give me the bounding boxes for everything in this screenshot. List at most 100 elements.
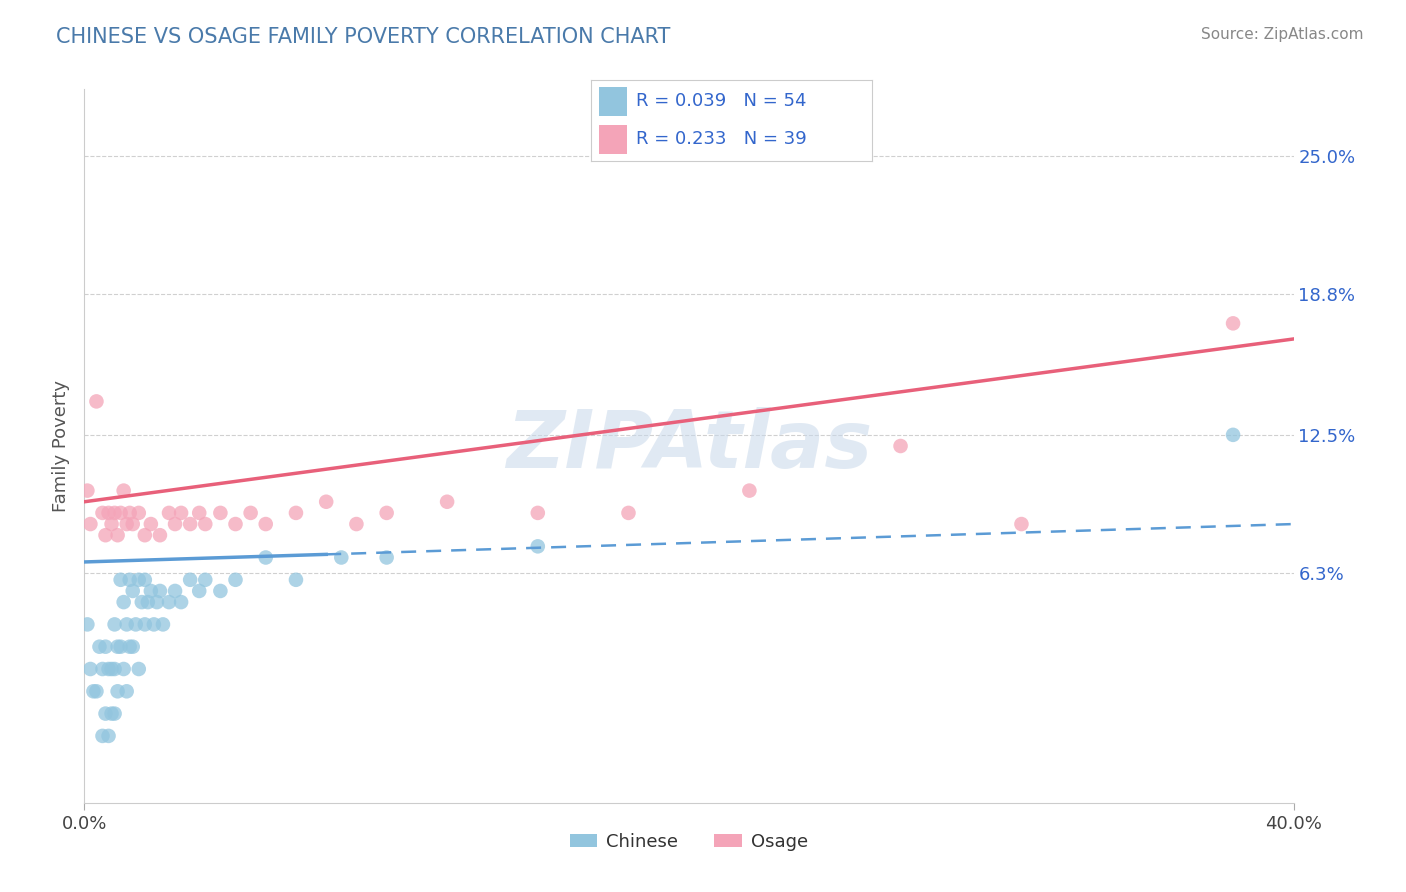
Point	[179, 516, 201, 531]
Point	[121, 583, 143, 598]
Point	[134, 573, 156, 587]
Point	[134, 528, 156, 542]
Point	[136, 595, 159, 609]
Y-axis label: Family Poverty: Family Poverty	[52, 380, 70, 512]
Point	[170, 506, 193, 520]
Point	[315, 494, 337, 508]
Point	[91, 506, 114, 520]
Point	[134, 617, 156, 632]
Point	[346, 516, 368, 531]
Point	[157, 595, 180, 609]
Point	[112, 595, 135, 609]
Point	[76, 617, 98, 632]
Point	[118, 573, 141, 587]
Point	[330, 550, 353, 565]
Point	[94, 640, 117, 654]
Point	[76, 483, 98, 498]
Point	[125, 617, 148, 632]
Point	[112, 662, 135, 676]
Point	[194, 573, 217, 587]
Point	[104, 506, 127, 520]
Point	[254, 550, 277, 565]
Point	[436, 494, 458, 508]
Point	[91, 662, 114, 676]
Point	[86, 394, 108, 409]
Point	[128, 662, 150, 676]
Point	[188, 583, 211, 598]
Point	[79, 516, 101, 531]
Point	[82, 684, 104, 698]
Point	[128, 506, 150, 520]
Point	[890, 439, 912, 453]
Point	[188, 506, 211, 520]
Point	[110, 506, 132, 520]
Point	[1222, 316, 1244, 330]
Point	[100, 662, 122, 676]
Point	[738, 483, 761, 498]
Point	[100, 516, 122, 531]
Text: R = 0.233   N = 39: R = 0.233 N = 39	[636, 130, 806, 148]
Point	[131, 595, 153, 609]
Point	[121, 640, 143, 654]
Point	[115, 684, 138, 698]
Point	[165, 583, 187, 598]
Point	[139, 583, 162, 598]
Point	[115, 516, 138, 531]
Legend: Chinese, Osage: Chinese, Osage	[562, 826, 815, 858]
Point	[225, 516, 247, 531]
Point	[142, 617, 165, 632]
Point	[104, 662, 127, 676]
Point	[100, 706, 122, 721]
Point	[375, 550, 398, 565]
Point	[91, 729, 114, 743]
Point	[107, 528, 129, 542]
Point	[149, 583, 172, 598]
Point	[128, 573, 150, 587]
Point	[107, 640, 129, 654]
Point	[1011, 516, 1033, 531]
Point	[254, 516, 277, 531]
Point	[225, 573, 247, 587]
Point	[79, 662, 101, 676]
Point	[527, 506, 550, 520]
Point	[146, 595, 169, 609]
Point	[112, 483, 135, 498]
Point	[209, 506, 232, 520]
Point	[89, 640, 111, 654]
Point	[97, 506, 120, 520]
Point	[94, 706, 117, 721]
Point	[118, 640, 141, 654]
Point	[179, 573, 201, 587]
Point	[152, 617, 174, 632]
Point	[285, 573, 308, 587]
Point	[209, 583, 232, 598]
Bar	[599, 87, 627, 116]
Point	[94, 528, 117, 542]
Point	[194, 516, 217, 531]
Point	[104, 706, 127, 721]
Bar	[599, 125, 627, 154]
Point	[375, 506, 398, 520]
Point	[139, 516, 162, 531]
Point	[121, 516, 143, 531]
Point	[86, 684, 108, 698]
Point	[165, 516, 187, 531]
Point	[527, 539, 550, 553]
Point	[239, 506, 262, 520]
Point	[115, 617, 138, 632]
Point	[97, 729, 120, 743]
Point	[617, 506, 640, 520]
Point	[104, 617, 127, 632]
Point	[170, 595, 193, 609]
Point	[285, 506, 308, 520]
Point	[110, 573, 132, 587]
Point	[97, 662, 120, 676]
Text: R = 0.039   N = 54: R = 0.039 N = 54	[636, 92, 806, 110]
Point	[118, 506, 141, 520]
Text: CHINESE VS OSAGE FAMILY POVERTY CORRELATION CHART: CHINESE VS OSAGE FAMILY POVERTY CORRELAT…	[56, 27, 671, 46]
Point	[149, 528, 172, 542]
Point	[1222, 427, 1244, 442]
Point	[107, 684, 129, 698]
Point	[110, 640, 132, 654]
Point	[157, 506, 180, 520]
